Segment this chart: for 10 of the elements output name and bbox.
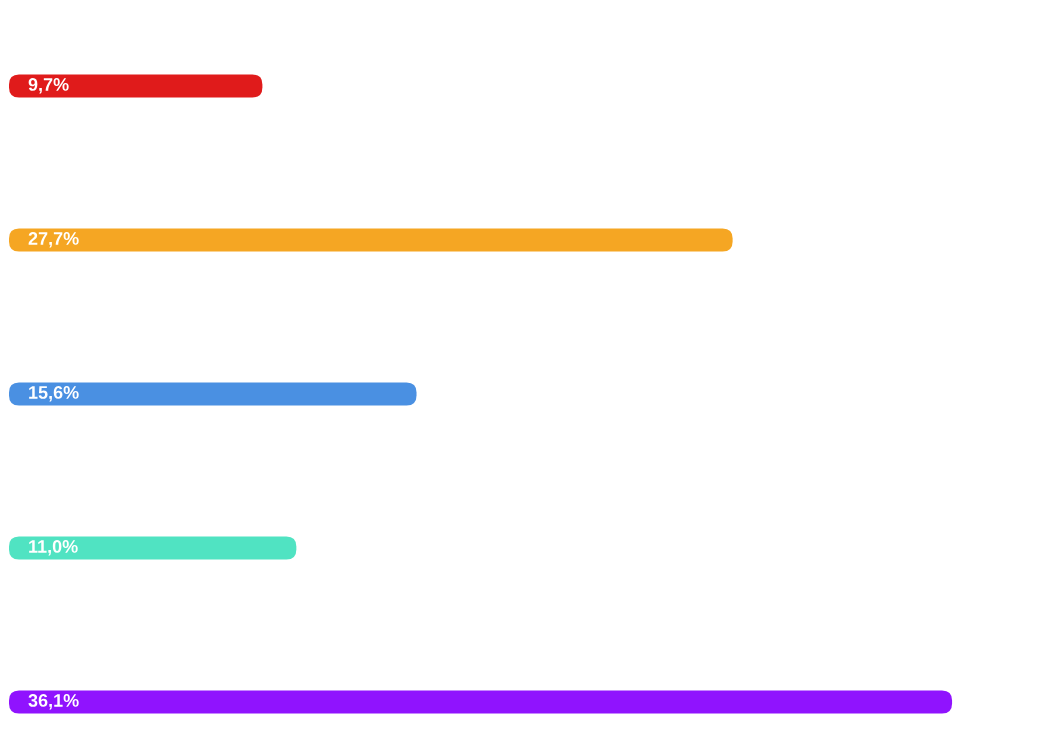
data-label: 11,0% xyxy=(29,540,78,556)
bar xyxy=(9,74,263,98)
data-label: 27,7% xyxy=(28,232,79,248)
data-label: 15,6% xyxy=(29,386,79,402)
data-label: 36,1% xyxy=(28,694,79,710)
bar xyxy=(9,690,953,714)
bar xyxy=(9,382,417,406)
bar xyxy=(9,536,297,560)
bar xyxy=(9,228,733,252)
data-label: 9,7% xyxy=(28,78,69,94)
